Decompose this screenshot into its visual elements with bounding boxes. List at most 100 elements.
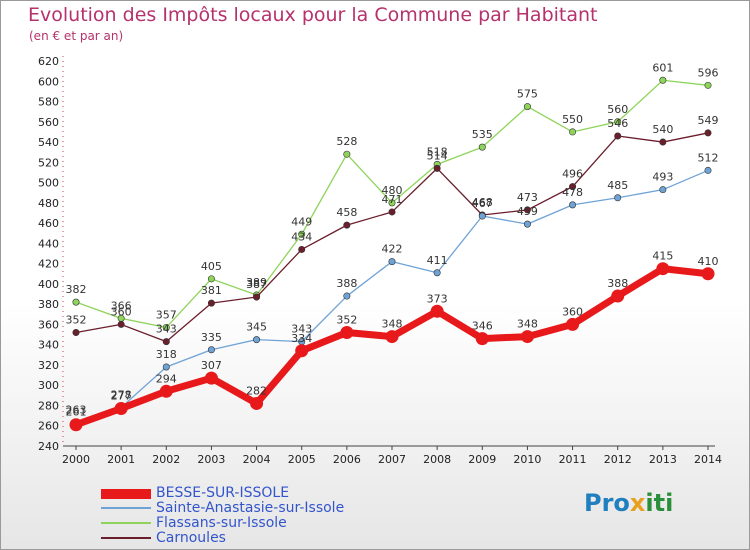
data-label: 343: [291, 323, 312, 336]
data-label: 318: [156, 348, 177, 361]
y-tick-label: 580: [38, 96, 59, 109]
data-point: [523, 206, 531, 214]
legend-swatch: [101, 507, 151, 509]
data-point: [298, 245, 306, 253]
y-tick-label: 540: [38, 136, 59, 149]
y-tick-label: 280: [38, 399, 59, 412]
data-point: [388, 208, 396, 216]
data-label: 478: [562, 186, 583, 199]
data-label: 596: [698, 66, 719, 79]
data-point: [343, 221, 351, 229]
data-point: [569, 201, 577, 209]
data-label: 528: [336, 135, 357, 148]
data-label: 261: [66, 406, 87, 419]
data-point: [388, 258, 396, 266]
data-point: [569, 183, 577, 191]
legend-label: BESSE-SUR-ISSOLE: [156, 485, 290, 501]
data-label: 601: [652, 61, 673, 74]
y-tick-label: 400: [38, 278, 59, 291]
data-label: 415: [652, 250, 673, 263]
data-label: 346: [472, 320, 493, 333]
data-label: 458: [336, 206, 357, 219]
data-label: 512: [698, 151, 719, 164]
data-point: [614, 118, 622, 126]
data-label: 468: [472, 196, 493, 209]
data-point: [253, 293, 261, 301]
data-point: [478, 212, 486, 220]
data-point: [114, 402, 128, 416]
y-tick-label: 380: [38, 298, 59, 311]
data-label: 263: [66, 404, 87, 417]
data-label: 411: [427, 254, 448, 267]
y-tick-label: 520: [38, 156, 59, 169]
data-label: 366: [111, 299, 132, 312]
data-label: 540: [652, 123, 673, 136]
x-tick-label: 2009: [468, 453, 496, 466]
data-point: [72, 298, 80, 306]
data-label: 480: [382, 184, 403, 197]
data-point: [388, 199, 396, 207]
data-label: 485: [607, 179, 628, 192]
data-point: [475, 332, 489, 346]
data-label: 334: [291, 332, 312, 345]
y-tick-label: 260: [38, 420, 59, 433]
x-tick-label: 2006: [333, 453, 361, 466]
data-point: [704, 166, 712, 174]
data-point: [343, 292, 351, 300]
data-point: [207, 346, 215, 354]
data-label: 410: [698, 255, 719, 268]
y-tick-label: 480: [38, 197, 59, 210]
data-label: 373: [427, 292, 448, 305]
data-point: [704, 81, 712, 89]
data-point: [162, 323, 170, 331]
y-tick-label: 560: [38, 116, 59, 129]
data-label: 496: [562, 168, 583, 181]
data-point: [614, 132, 622, 140]
data-label: 471: [382, 193, 403, 206]
data-label: 459: [517, 205, 538, 218]
data-label: 348: [382, 318, 403, 331]
y-tick-label: 340: [38, 339, 59, 352]
data-point: [343, 150, 351, 158]
data-label: 382: [66, 283, 87, 296]
x-tick-label: 2011: [559, 453, 587, 466]
data-label: 473: [517, 191, 538, 204]
data-label: 294: [156, 372, 177, 385]
data-point: [520, 330, 534, 344]
data-point: [430, 304, 444, 318]
y-tick-label: 240: [38, 440, 59, 453]
data-label: 352: [336, 314, 357, 327]
x-tick-label: 2005: [288, 453, 316, 466]
data-label: 575: [517, 88, 538, 101]
y-tick-label: 460: [38, 217, 59, 230]
x-tick-label: 2002: [152, 453, 180, 466]
data-point: [207, 275, 215, 283]
data-point: [162, 338, 170, 346]
x-tick-label: 2008: [423, 453, 451, 466]
data-point: [659, 138, 667, 146]
y-tick-label: 320: [38, 359, 59, 372]
data-label: 352: [66, 314, 87, 327]
x-tick-label: 2012: [604, 453, 632, 466]
data-point: [295, 344, 309, 358]
data-label: 449: [291, 215, 312, 228]
data-point: [523, 220, 531, 228]
data-point: [433, 164, 441, 172]
chart-subtitle: (en € et par an): [29, 29, 124, 43]
legend-swatch: [101, 537, 151, 539]
data-point: [117, 320, 125, 328]
data-point: [69, 418, 83, 432]
data-label: 405: [201, 260, 222, 273]
y-tick-label: 360: [38, 318, 59, 331]
data-label: 535: [472, 128, 493, 141]
data-point: [340, 326, 354, 340]
legend-swatch: [101, 489, 151, 499]
data-label: 549: [698, 114, 719, 127]
data-label: 467: [472, 197, 493, 210]
y-tick-label: 440: [38, 237, 59, 250]
data-label: 357: [156, 308, 177, 321]
data-point: [704, 129, 712, 137]
data-point: [207, 299, 215, 307]
data-label: 278: [111, 389, 132, 402]
data-point: [656, 262, 670, 276]
